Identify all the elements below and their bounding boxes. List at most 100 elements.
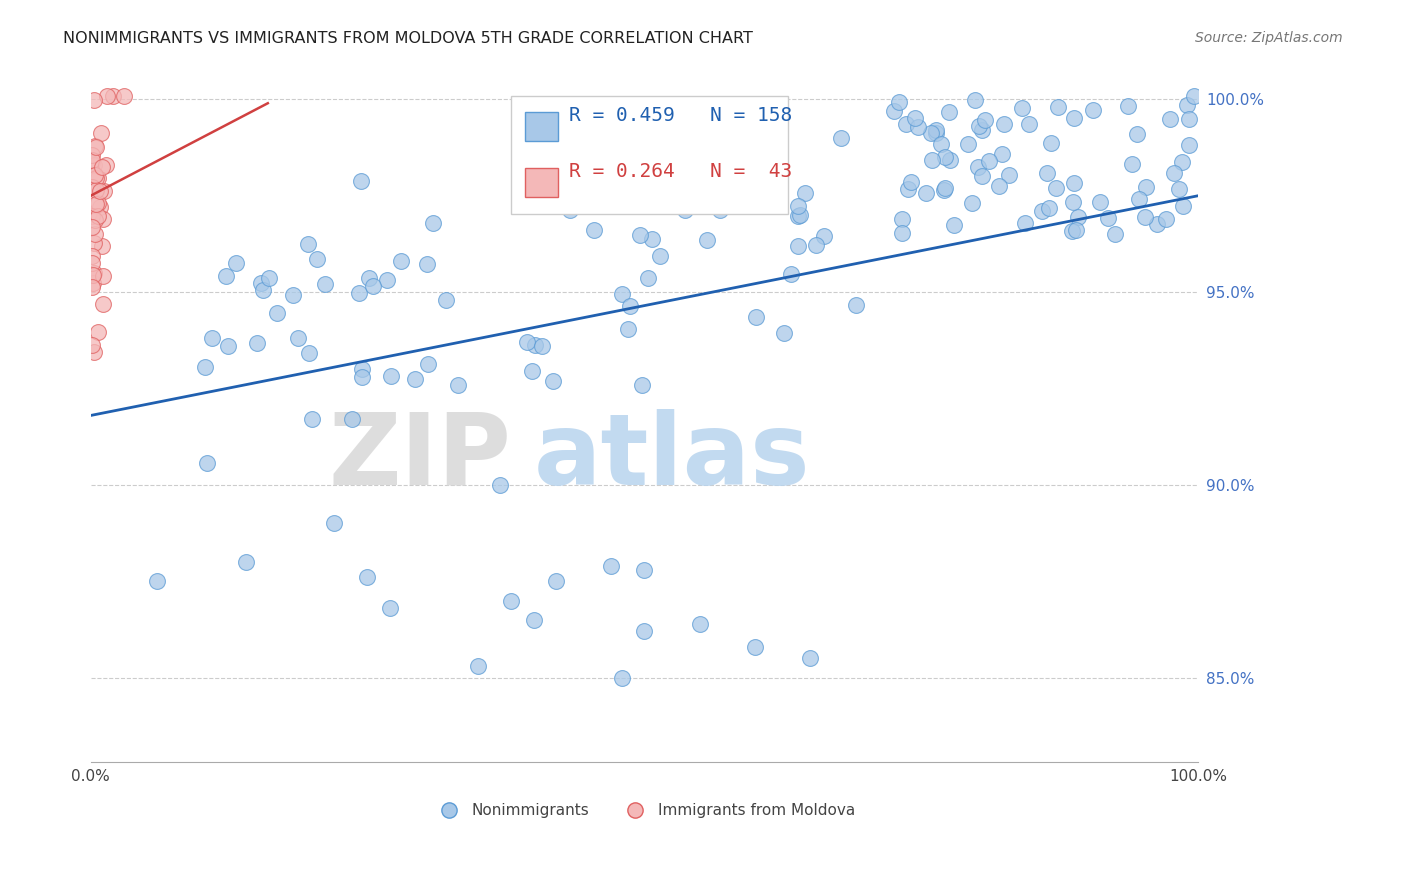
Point: [894, 117, 917, 131]
Point: [1126, 127, 1149, 141]
Point: [987, 179, 1010, 194]
Point: [612, 287, 634, 301]
Point: [967, 160, 990, 174]
Point: [593, 131, 616, 145]
Point: [929, 136, 952, 151]
Point: [112, 88, 135, 103]
Point: [352, 370, 374, 384]
Point: [633, 563, 655, 577]
Point: [938, 104, 960, 119]
Point: [973, 112, 995, 127]
Point: [1063, 111, 1085, 125]
Point: [1066, 223, 1088, 237]
Point: [845, 298, 868, 312]
Point: [361, 278, 384, 293]
Point: [745, 310, 768, 324]
Point: [640, 232, 662, 246]
Point: [447, 378, 470, 392]
Point: [900, 176, 922, 190]
Point: [744, 640, 766, 654]
Point: [887, 95, 910, 109]
Point: [1036, 166, 1059, 180]
Point: [297, 237, 319, 252]
Point: [891, 227, 914, 241]
Point: [1178, 138, 1201, 153]
Point: [921, 153, 943, 168]
Point: [246, 336, 269, 351]
Point: [434, 293, 457, 307]
Point: [560, 202, 582, 217]
Point: [93, 184, 115, 198]
Point: [80, 338, 103, 352]
Point: [530, 339, 553, 353]
Point: [201, 331, 224, 345]
Point: [637, 270, 659, 285]
Point: [915, 186, 938, 200]
Point: [804, 238, 827, 252]
Point: [501, 593, 523, 607]
Point: [960, 195, 983, 210]
Point: [89, 200, 111, 214]
Point: [84, 197, 107, 211]
Point: [80, 268, 103, 282]
Point: [631, 378, 654, 392]
Point: [378, 601, 401, 615]
Point: [672, 194, 695, 209]
Point: [1097, 211, 1119, 225]
Point: [786, 209, 808, 223]
Point: [90, 238, 112, 252]
Text: R = 0.459   N = 158: R = 0.459 N = 158: [569, 106, 793, 125]
Point: [619, 299, 641, 313]
Point: [789, 209, 811, 223]
Point: [610, 168, 633, 182]
Point: [524, 338, 547, 352]
Point: [773, 326, 796, 340]
Point: [793, 186, 815, 201]
Point: [733, 177, 755, 191]
Point: [82, 277, 104, 291]
Point: [965, 93, 987, 107]
Point: [340, 411, 363, 425]
Point: [1133, 210, 1156, 224]
Point: [90, 126, 112, 140]
Point: [91, 268, 114, 283]
Point: [957, 136, 980, 151]
Point: [84, 182, 107, 196]
Point: [934, 150, 956, 164]
Point: [375, 273, 398, 287]
Point: [1045, 181, 1067, 195]
Point: [83, 235, 105, 250]
FancyBboxPatch shape: [512, 96, 789, 214]
Point: [84, 168, 107, 182]
Point: [612, 671, 634, 685]
Point: [830, 131, 852, 145]
Point: [82, 280, 104, 294]
Point: [516, 334, 538, 349]
Point: [301, 412, 323, 426]
Point: [1067, 211, 1090, 225]
Point: [84, 139, 107, 153]
Point: [380, 368, 402, 383]
Point: [972, 123, 994, 137]
Point: [287, 331, 309, 345]
Point: [235, 555, 257, 569]
Point: [925, 127, 948, 141]
Legend: Nonimmigrants, Immigrants from Moldova: Nonimmigrants, Immigrants from Moldova: [427, 797, 862, 824]
Point: [84, 171, 107, 186]
Point: [1039, 136, 1062, 151]
Point: [1154, 211, 1177, 226]
Point: [83, 266, 105, 280]
Point: [1018, 117, 1040, 131]
Point: [993, 117, 1015, 131]
Point: [1182, 88, 1205, 103]
Point: [813, 228, 835, 243]
Point: [82, 268, 104, 283]
Point: [1083, 103, 1105, 117]
Point: [799, 651, 821, 665]
FancyBboxPatch shape: [524, 112, 558, 141]
Point: [897, 182, 920, 196]
Point: [689, 616, 711, 631]
Point: [1062, 194, 1084, 209]
Point: [323, 516, 346, 531]
Point: [543, 374, 565, 388]
